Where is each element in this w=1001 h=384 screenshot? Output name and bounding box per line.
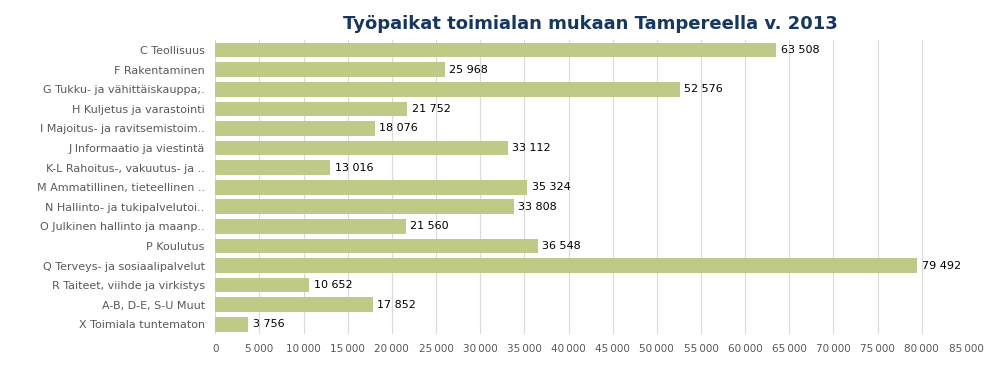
Bar bbox=[215, 82, 680, 97]
Text: 36 548: 36 548 bbox=[543, 241, 582, 251]
Text: 18 076: 18 076 bbox=[379, 123, 418, 134]
Bar bbox=[215, 180, 528, 195]
Bar bbox=[215, 121, 374, 136]
Text: 17 852: 17 852 bbox=[377, 300, 416, 310]
Title: Työpaikat toimialan mukaan Tampereella v. 2013: Työpaikat toimialan mukaan Tampereella v… bbox=[343, 15, 838, 33]
Bar bbox=[215, 43, 776, 58]
Text: 13 016: 13 016 bbox=[334, 162, 373, 173]
Text: 33 112: 33 112 bbox=[513, 143, 551, 153]
Text: 21 560: 21 560 bbox=[410, 221, 448, 232]
Bar bbox=[215, 258, 917, 273]
Text: 79 492: 79 492 bbox=[922, 260, 961, 271]
Bar bbox=[215, 62, 444, 77]
Bar bbox=[215, 141, 508, 156]
Bar bbox=[215, 238, 538, 253]
Bar bbox=[215, 297, 373, 312]
Text: 21 752: 21 752 bbox=[411, 104, 450, 114]
Text: 52 576: 52 576 bbox=[684, 84, 723, 94]
Text: 35 324: 35 324 bbox=[532, 182, 571, 192]
Text: 63 508: 63 508 bbox=[781, 45, 819, 55]
Text: 33 808: 33 808 bbox=[519, 202, 557, 212]
Bar bbox=[215, 219, 405, 234]
Bar bbox=[215, 317, 248, 332]
Bar bbox=[215, 160, 330, 175]
Bar bbox=[215, 278, 309, 293]
Bar bbox=[215, 199, 514, 214]
Text: 3 756: 3 756 bbox=[253, 319, 284, 329]
Text: 10 652: 10 652 bbox=[313, 280, 352, 290]
Bar bbox=[215, 101, 407, 116]
Text: 25 968: 25 968 bbox=[449, 65, 487, 75]
